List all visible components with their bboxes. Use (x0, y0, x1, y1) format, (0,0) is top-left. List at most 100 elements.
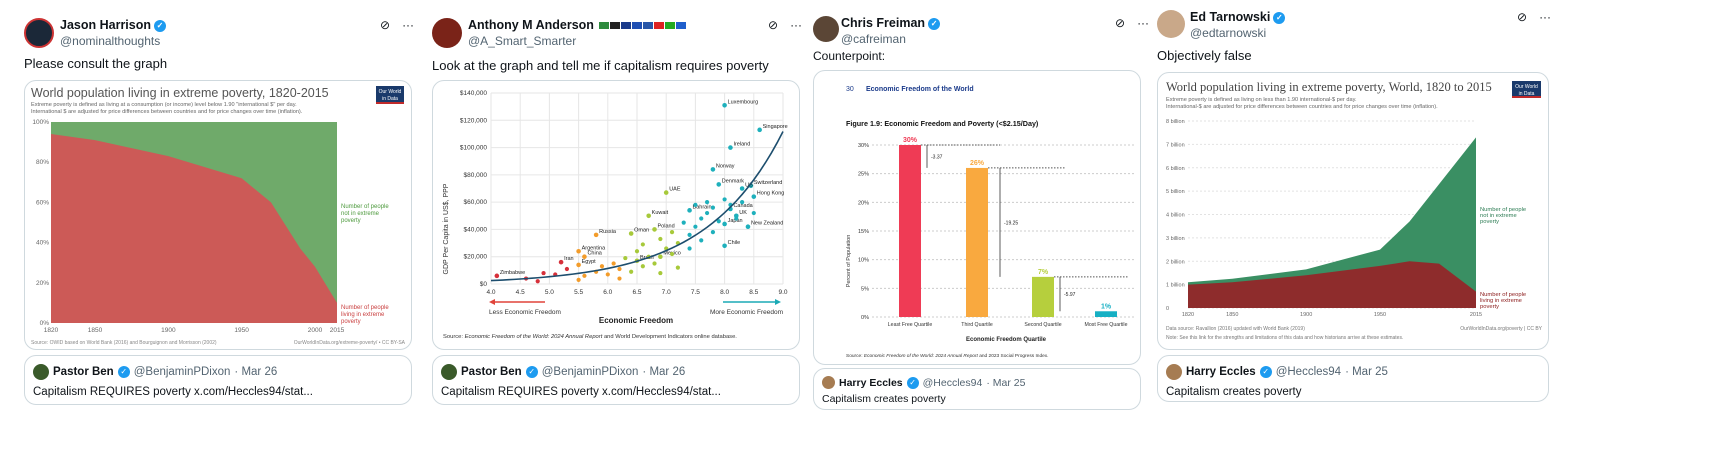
post-image[interactable]: GDP Per Capita in US$, PPP 4.0 4.5 5.0 5.5 6… (432, 80, 800, 350)
x-tick-label: 2015 (330, 327, 345, 334)
y-tick-label: $100,000 (460, 145, 487, 152)
x-tick-label: 1900 (1300, 312, 1312, 318)
author-name[interactable]: Jason Harrison ✓ (60, 18, 167, 33)
author-handle[interactable]: @cafreiman (841, 32, 906, 46)
bar (1032, 276, 1054, 317)
quote-author-name[interactable]: Pastor Ben (461, 366, 522, 378)
more-icon[interactable]: ··· (402, 18, 415, 32)
more-icon[interactable]: ··· (1137, 16, 1150, 30)
x-tick-label: Second Quartile (1024, 322, 1061, 328)
author-name-text[interactable]: Chris Freiman (841, 16, 926, 30)
y-tick-label: $20,000 (464, 254, 488, 261)
avatar[interactable] (441, 364, 457, 380)
quote-tweet[interactable]: Harry Eccles ✓ @Heccles94 · Mar 25 Capitali… (1157, 355, 1549, 402)
avatar[interactable] (1166, 364, 1182, 380)
chart-note: Note: See this link for the strengths an… (1166, 335, 1403, 341)
freedom-gdp-scatter: GDP Per Capita in US$, PPP 4.0 4.5 5.0 5.5 6… (443, 90, 788, 340)
avatar[interactable] (813, 16, 839, 42)
avatar[interactable] (432, 18, 462, 48)
quote-author-handle[interactable]: @BenjaminPDixon (133, 366, 231, 378)
difference-label: -3.37 (931, 154, 943, 160)
chart-subtitle: Extreme poverty is defined as living on … (1166, 97, 1357, 103)
y-tick-label: $80,000 (464, 172, 488, 179)
avatar[interactable] (33, 364, 49, 380)
quote-tweet[interactable]: Pastor Ben ✓ @BenjaminPDixon · Mar 26 Capit… (432, 355, 800, 405)
legend-red: living in extreme (341, 312, 385, 318)
quote-date[interactable]: · Mar 25 (986, 376, 1026, 389)
data-point (745, 224, 751, 229)
data-point (634, 249, 640, 254)
avatar[interactable] (24, 18, 54, 48)
country-label: UK (739, 210, 747, 216)
country-label: China (587, 251, 602, 257)
grok-icon[interactable]: ⊘ (768, 18, 779, 32)
avatar[interactable] (1157, 10, 1185, 38)
data-point (693, 224, 698, 229)
post-card-4: Ed Tarnowski ✓ @edtarnowski ⊘ ··· Objectiv… (1157, 0, 1552, 402)
author-name[interactable]: Ed Tarnowski ✓ (1190, 10, 1286, 25)
data-point (716, 219, 721, 224)
poverty-quartile-bars: 30 Economic Freedom of the World Figure … (846, 86, 1134, 359)
x-tick-label: 8.0 (720, 289, 729, 296)
data-point (646, 213, 651, 219)
author-name[interactable]: Anthony M Anderson (468, 18, 686, 33)
data-point (751, 194, 757, 199)
verified-icon: ✓ (1259, 366, 1272, 378)
post-header: Chris Freiman ✓ @cafreiman ⊘ ··· (813, 0, 1149, 56)
more-icon[interactable]: ··· (1539, 10, 1552, 24)
quote-tweet[interactable]: Harry Eccles ✓ @Heccles94 · Mar 25 Capitali… (813, 368, 1141, 410)
author-handle[interactable]: @A_Smart_Smarter (468, 34, 577, 48)
trend-curve (490, 131, 784, 282)
country-label: Switzerland (754, 180, 782, 186)
country-label: Japan (728, 218, 743, 224)
post-image[interactable]: 30 Economic Freedom of the World Figure … (813, 70, 1141, 365)
more-icon[interactable]: ··· (790, 18, 803, 32)
country-label: Zimbabwe (500, 270, 525, 276)
x-tick-label: 1820 (44, 327, 59, 334)
data-point (740, 200, 745, 205)
quote-tweet[interactable]: Pastor Ben ✓ @BenjaminPDixon · Mar 26 Capit… (24, 355, 412, 405)
y-tick-label: 20% (858, 200, 869, 206)
data-point (576, 248, 581, 254)
post-text: Please consult the graph (24, 56, 168, 71)
quote-author-handle[interactable]: @Heccles94 (922, 376, 983, 389)
source-rest: and World Development Indicators online … (604, 334, 737, 340)
quote-author-handle[interactable]: @Heccles94 (1275, 366, 1342, 378)
source-italic: Economic Freedom of the World: 2024 Annu… (465, 334, 603, 340)
chart-source: Source: Economic Freedom of the World: 2… (443, 334, 737, 340)
x-tick-label: 8.5 (749, 289, 758, 296)
post-image[interactable]: World population living in extreme pover… (24, 80, 412, 350)
grok-icon[interactable]: ⊘ (1115, 16, 1126, 30)
grok-icon[interactable]: ⊘ (1517, 10, 1528, 24)
data-point (687, 208, 692, 213)
post-image[interactable]: World population living in extreme pover… (1157, 72, 1549, 350)
data-point (699, 216, 704, 221)
quote-author-name[interactable]: Harry Eccles (839, 376, 903, 389)
quote-author-name[interactable]: Pastor Ben (53, 366, 114, 378)
author-name[interactable]: Chris Freiman ✓ (841, 16, 941, 31)
data-point (681, 220, 686, 225)
country-label: Hong Kong (757, 191, 785, 197)
data-point (629, 269, 634, 274)
chart-source: Data source: Ravallion (2016) updated wi… (1166, 326, 1305, 332)
quote-author-handle[interactable]: @BenjaminPDixon (541, 366, 639, 378)
quote-author-name[interactable]: Harry Eccles (1186, 366, 1256, 378)
author-name-text[interactable]: Ed Tarnowski (1190, 10, 1271, 24)
post-card-1: Jason Harrison ✓ @nominalthoughts ⊘ ··· Pl… (24, 0, 415, 405)
owid-logo-text: Our World (1515, 84, 1538, 90)
quote-date[interactable]: · Mar 26 (642, 366, 686, 378)
avatar[interactable] (822, 376, 835, 389)
post-header: Jason Harrison ✓ @nominalthoughts ⊘ ··· (24, 0, 415, 56)
y-tick-label: 8 billion (1166, 119, 1185, 125)
author-handle[interactable]: @nominalthoughts (60, 34, 161, 48)
author-name-text[interactable]: Jason Harrison (60, 18, 152, 32)
post-text: Look at the graph and tell me if capital… (432, 58, 769, 73)
y-tick-label: 6 billion (1166, 166, 1185, 172)
chart-source: Source: Economic Freedom of the World: 2… (846, 353, 1049, 359)
quote-date[interactable]: · Mar 26 (234, 366, 278, 378)
y-tick-label: 0% (40, 320, 50, 327)
author-name-text[interactable]: Anthony M Anderson (468, 18, 594, 32)
grok-icon[interactable]: ⊘ (380, 18, 391, 32)
quote-date[interactable]: · Mar 25 (1345, 366, 1388, 378)
author-handle[interactable]: @edtarnowski (1190, 26, 1267, 40)
